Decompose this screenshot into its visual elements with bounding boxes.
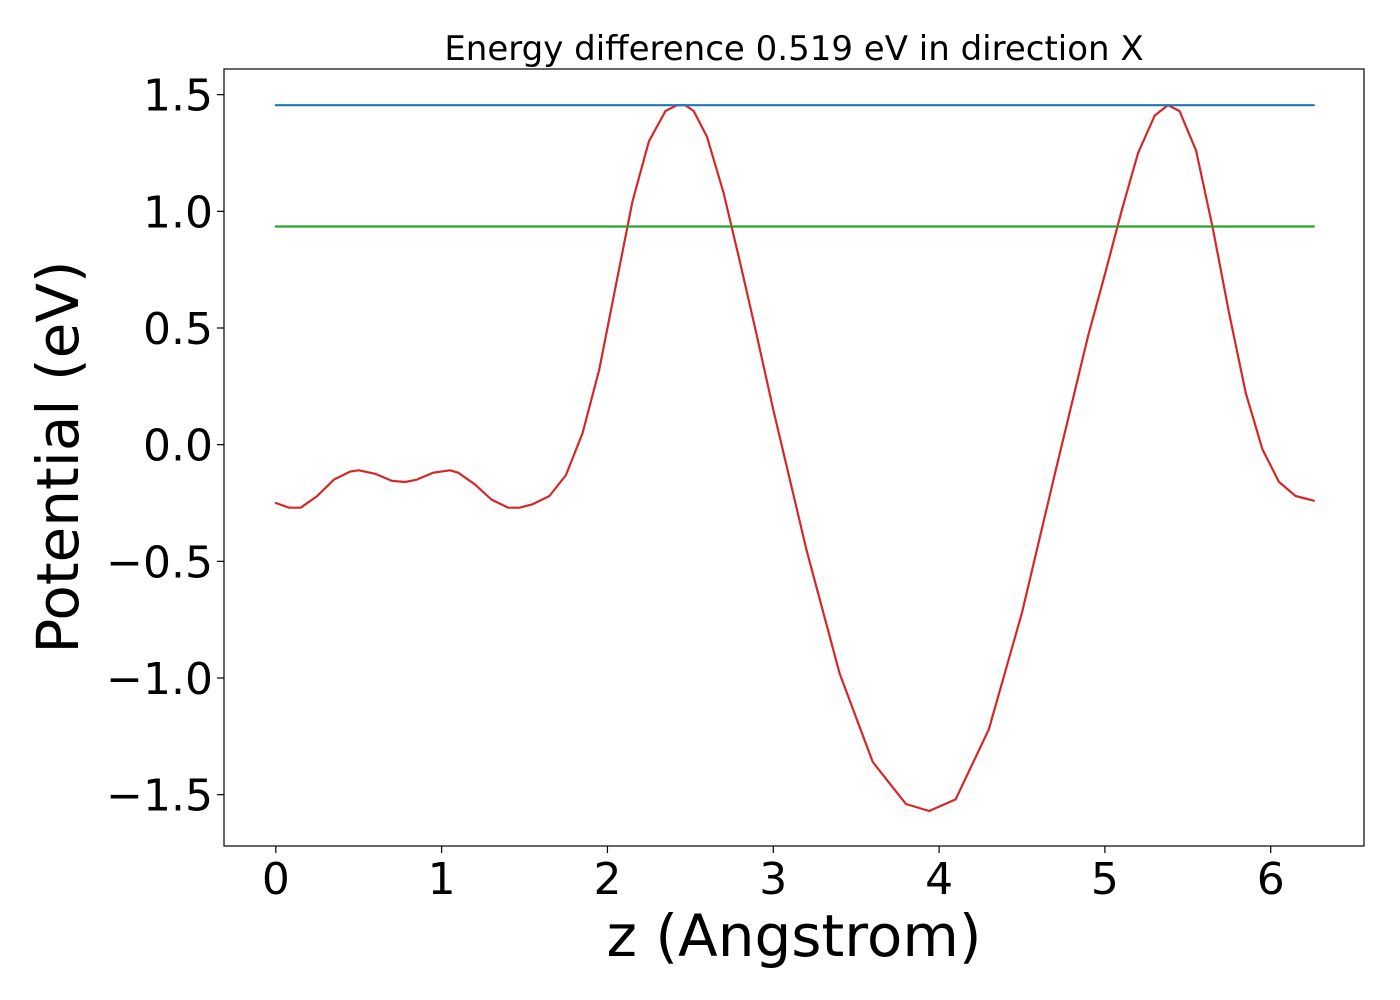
y-tick-label: 1.0: [143, 187, 213, 238]
x-tick-label: 0: [262, 854, 290, 905]
x-tick-label: 5: [1091, 854, 1119, 905]
x-tick-label: 2: [593, 854, 621, 905]
chart-title: Energy difference 0.519 eV in direction …: [444, 29, 1143, 69]
y-tick-label: −1.5: [106, 771, 213, 822]
y-tick-label: 1.5: [143, 71, 213, 122]
y-tick-label: 0.5: [143, 304, 213, 355]
y-axis-label: Potential (eV): [24, 260, 92, 653]
x-tick-label: 6: [1257, 854, 1285, 905]
axes-frame: [223, 68, 1365, 847]
y-axis-ticks: −1.5 −1.0 −0.5 0.0 0.5 1.0 1.5: [106, 71, 224, 822]
plot-area: [223, 68, 1365, 847]
x-tick-label: 3: [759, 854, 787, 905]
x-tick-label: 1: [428, 854, 456, 905]
y-tick-label: 0.0: [143, 421, 213, 472]
x-tick-label: 4: [925, 854, 953, 905]
y-tick-label: −0.5: [106, 537, 213, 588]
series-line-1: [274, 104, 1315, 813]
x-axis-label: z (Angstrom): [607, 902, 982, 970]
y-tick-label: −1.0: [106, 654, 213, 705]
x-axis-ticks: 0 1 2 3 4 5 6: [262, 846, 1285, 905]
